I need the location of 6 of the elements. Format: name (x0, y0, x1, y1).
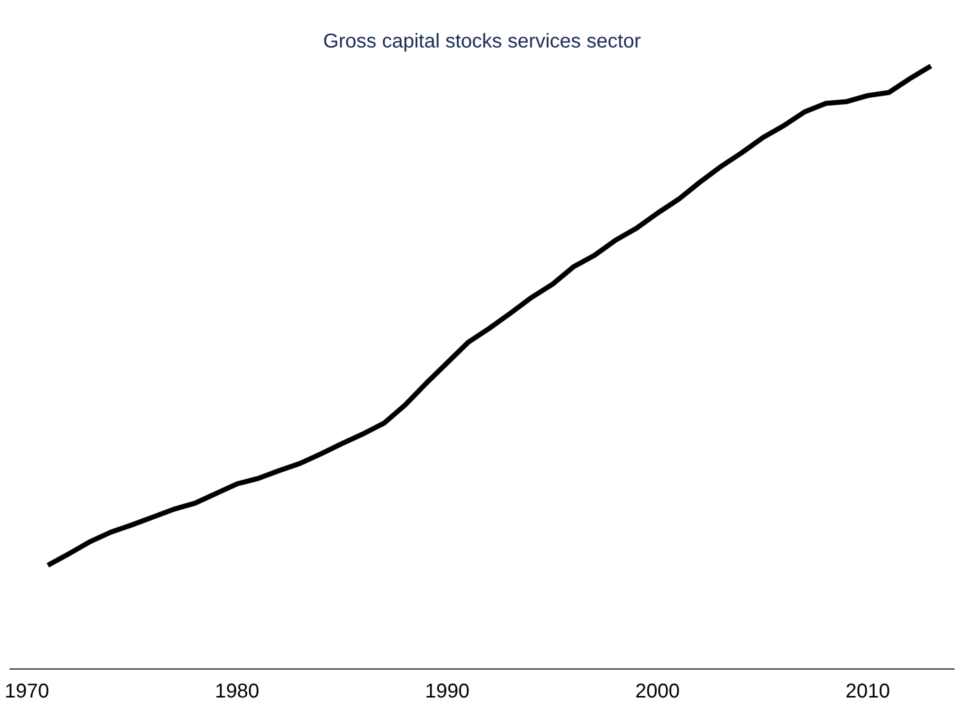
x-tick-label: 1970 (4, 680, 50, 703)
chart-title: Gross capital stocks services sector (323, 30, 642, 53)
x-tick-label: 1990 (425, 680, 470, 703)
x-tick-label: 2010 (846, 680, 890, 703)
x-tick-label: 2000 (635, 680, 680, 703)
x-tick-label: 1980 (214, 680, 260, 703)
